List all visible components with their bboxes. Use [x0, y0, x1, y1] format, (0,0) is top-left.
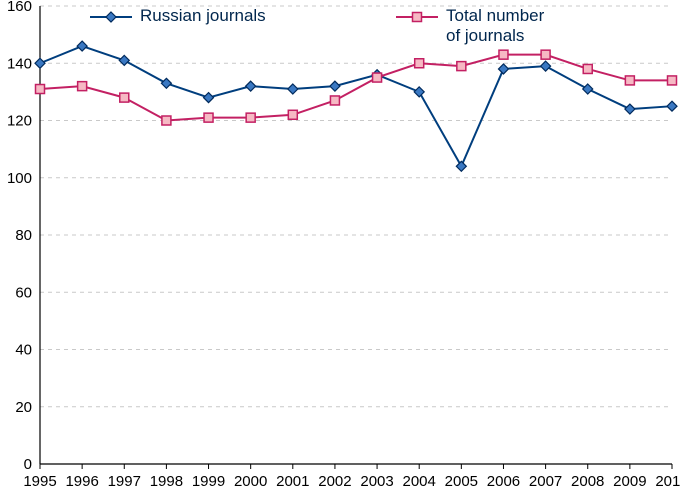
legend-total-journals: Total number of journals	[396, 6, 544, 47]
svg-text:2003: 2003	[360, 473, 393, 490]
svg-text:60: 60	[15, 284, 32, 301]
svg-text:120: 120	[7, 113, 32, 130]
svg-text:1995: 1995	[23, 473, 56, 490]
svg-text:2002: 2002	[318, 473, 351, 490]
svg-text:2001: 2001	[276, 473, 309, 490]
svg-text:140: 140	[7, 55, 32, 72]
svg-text:2005: 2005	[445, 473, 478, 490]
svg-text:80: 80	[15, 227, 32, 244]
legend-swatch-russian	[90, 10, 132, 24]
legend-label-total: Total number of journals	[446, 6, 544, 47]
legend-swatch-total	[396, 10, 438, 24]
svg-text:160: 160	[7, 0, 32, 15]
svg-text:1999: 1999	[192, 473, 225, 490]
svg-text:40: 40	[15, 342, 32, 359]
svg-text:2000: 2000	[234, 473, 267, 490]
chart-canvas: 0 20 40 60 80 100 120 140 160 1995 1996 1997 1998 199…	[0, 0, 680, 501]
svg-text:1997: 1997	[108, 473, 141, 490]
journals-chart: 0 20 40 60 80 100 120 140 160 1995 1996 1997 1998 199…	[0, 0, 680, 501]
svg-text:2010: 2010	[655, 473, 680, 490]
svg-text:2007: 2007	[529, 473, 562, 490]
legend-russian-journals: Russian journals	[90, 6, 266, 26]
svg-text:1996: 1996	[65, 473, 98, 490]
svg-text:2004: 2004	[403, 473, 436, 490]
svg-text:1998: 1998	[150, 473, 183, 490]
svg-text:0: 0	[24, 456, 32, 473]
svg-text:2006: 2006	[487, 473, 520, 490]
svg-text:100: 100	[7, 170, 32, 187]
svg-text:2008: 2008	[571, 473, 604, 490]
legend-label-russian: Russian journals	[140, 6, 266, 26]
svg-text:20: 20	[15, 399, 32, 416]
svg-text:2009: 2009	[613, 473, 646, 490]
